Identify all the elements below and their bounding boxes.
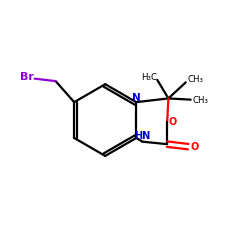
- Text: Br: Br: [20, 72, 34, 82]
- Text: CH₃: CH₃: [192, 96, 208, 106]
- Text: CH₃: CH₃: [187, 75, 203, 84]
- Text: HN: HN: [134, 131, 150, 141]
- Text: O: O: [191, 142, 199, 152]
- Text: N: N: [132, 93, 141, 103]
- Text: H₃C: H₃C: [141, 73, 157, 82]
- Text: O: O: [168, 117, 177, 127]
